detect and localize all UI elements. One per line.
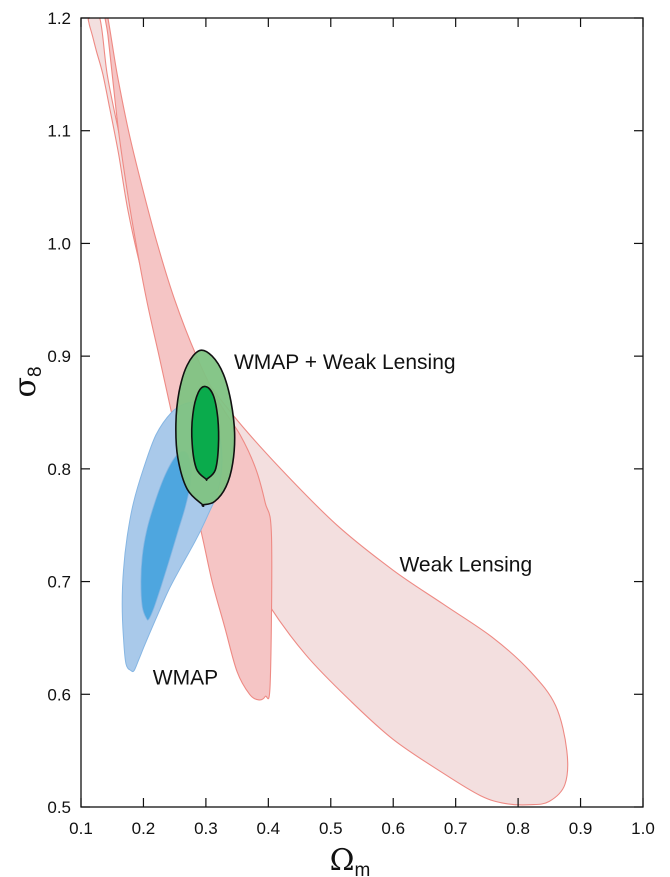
x-tick-label: 0.6 [381, 819, 405, 838]
x-tick-label: 1.0 [631, 819, 655, 838]
y-tick-label: 1.1 [47, 122, 71, 141]
wmap-annotation: WMAP [153, 666, 218, 689]
x-tick-label: 0.3 [194, 819, 218, 838]
x-tick-label: 0.7 [444, 819, 468, 838]
x-tick-label: 0.1 [69, 819, 93, 838]
chart-annotations: WMAP + Weak Lensing Weak Lensing WMAP [153, 351, 532, 690]
y-axis-label-subscript: 8 [25, 366, 46, 377]
x-tick-label: 0.5 [319, 819, 343, 838]
y-tick-label: 0.6 [47, 685, 71, 704]
x-tick-label: 0.4 [257, 819, 281, 838]
y-tick-label: 0.8 [47, 460, 71, 479]
x-tick-label: 0.8 [506, 819, 530, 838]
weak-lensing-inner-contour [104, 18, 273, 701]
y-tick-label: 0.9 [47, 347, 71, 366]
y-tick-label: 1.2 [47, 9, 71, 28]
axis-ticks: 0.1 0.2 0.3 0.4 0.5 0.6 0.7 0.8 0.9 1.0 0.5 0.6 0.7 0… [47, 9, 654, 838]
x-axis-label: Ωm [330, 843, 371, 877]
x-tick-label: 0.9 [569, 819, 593, 838]
combined-annotation: WMAP + Weak Lensing [234, 351, 456, 374]
weak-lensing-annotation: Weak Lensing [399, 554, 532, 577]
y-tick-label: 1.0 [47, 234, 71, 253]
y-tick-label: 0.7 [47, 573, 71, 592]
combined-inner-contour [190, 385, 220, 481]
y-axis-label: σ8 [8, 366, 46, 397]
plot-frame [80, 17, 644, 808]
y-tick-label: 0.5 [47, 798, 71, 817]
x-tick-label: 0.2 [132, 819, 156, 838]
x-axis-label-subscript: m [355, 860, 371, 877]
confidence-regions [87, 18, 569, 806]
